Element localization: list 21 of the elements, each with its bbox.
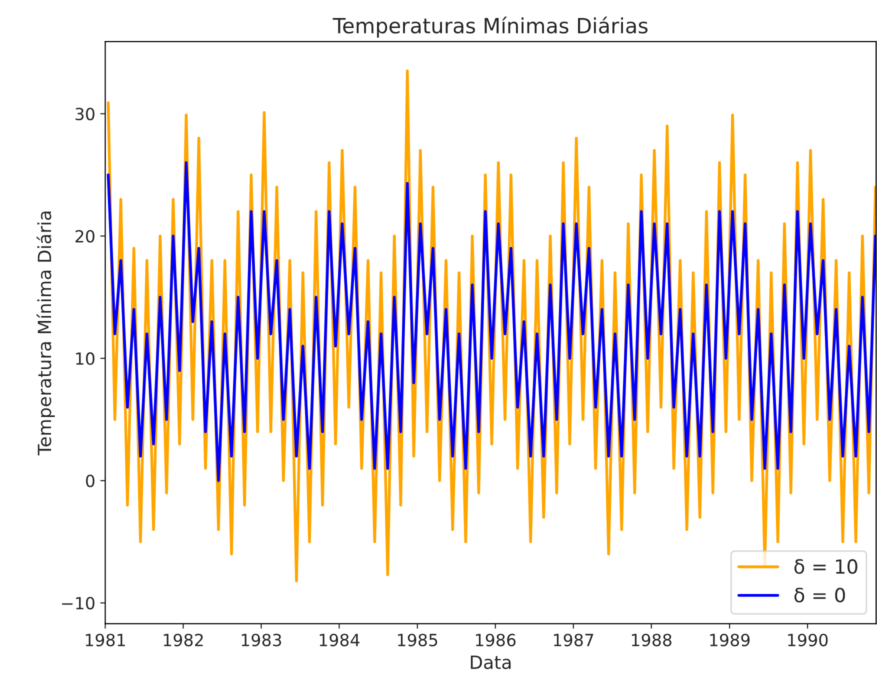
x-tick-label: 1983 — [242, 634, 282, 646]
x-tick-label: 1981 — [86, 634, 125, 646]
chart-title: Temperaturas Mínimas Diárias — [332, 16, 648, 38]
y-tick-label: 30 — [76, 108, 94, 120]
x-tick-label: 1989 — [710, 634, 750, 646]
y-tick-label: −10 — [62, 596, 94, 610]
legend-label: δ = 0 — [794, 588, 845, 602]
x-axis-title: Data — [470, 656, 511, 670]
x-tick-label: 1984 — [320, 634, 360, 646]
x-tick-label: 1986 — [476, 634, 516, 646]
y-tick-label: 20 — [76, 230, 94, 243]
x-tick-label: 1982 — [164, 634, 203, 646]
y-tick-label: 0 — [86, 474, 94, 488]
line-series — [106, 161, 876, 482]
x-tick-label: 1987 — [554, 634, 594, 646]
legend-label: δ = 10 — [794, 559, 858, 574]
x-tick-label: 1988 — [632, 634, 672, 646]
y-axis-title: Temperatura Mínima Diária — [36, 212, 55, 456]
y-tick-label: 10 — [76, 352, 94, 365]
x-tick-label: 1985 — [398, 634, 438, 646]
x-tick-label: 1990 — [788, 634, 828, 646]
